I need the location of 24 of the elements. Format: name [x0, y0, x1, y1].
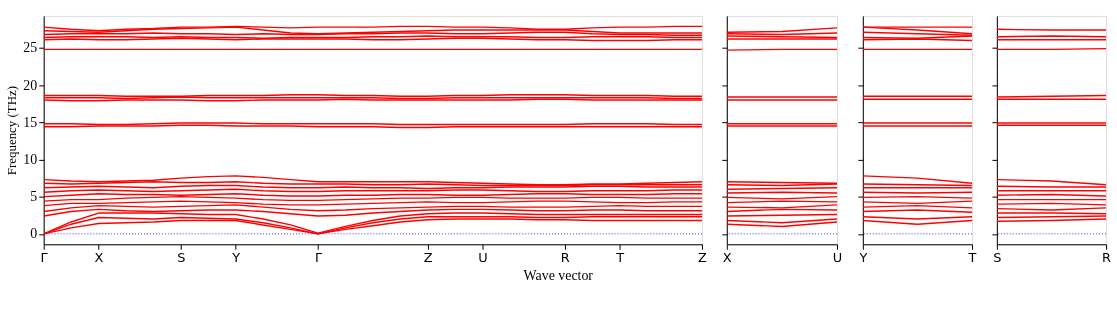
- y-axis-title: Frequency (THz): [5, 86, 20, 176]
- x-tick-label: U: [478, 249, 488, 265]
- x-tick-label: R: [560, 249, 570, 265]
- y-tick-label: 15: [23, 114, 38, 130]
- x-tick-label: Γ: [40, 249, 49, 265]
- x-tick-label: Y: [231, 249, 241, 265]
- x-tick-label: T: [615, 249, 625, 265]
- x-tick-label: S: [993, 249, 1002, 265]
- y-tick-label: 20: [23, 77, 38, 93]
- x-tick-label: Γ: [314, 249, 323, 265]
- y-tick-label: 5: [30, 189, 38, 205]
- y-tick-label: 0: [30, 226, 38, 242]
- x-tick-label: U: [832, 249, 843, 265]
- x-axis-title: Wave vector: [523, 267, 594, 283]
- x-tick-label: R: [1102, 249, 1112, 265]
- y-tick-label: 25: [23, 40, 38, 56]
- x-tick-label: Y: [858, 249, 868, 265]
- x-tick-label: X: [94, 249, 104, 265]
- x-tick-label: S: [177, 249, 186, 265]
- x-tick-label: X: [722, 249, 732, 265]
- x-tick-label: T: [967, 249, 977, 265]
- x-tick-label: Z: [423, 249, 433, 265]
- x-tick-label: Z: [698, 249, 708, 265]
- y-tick-label: 10: [23, 151, 38, 167]
